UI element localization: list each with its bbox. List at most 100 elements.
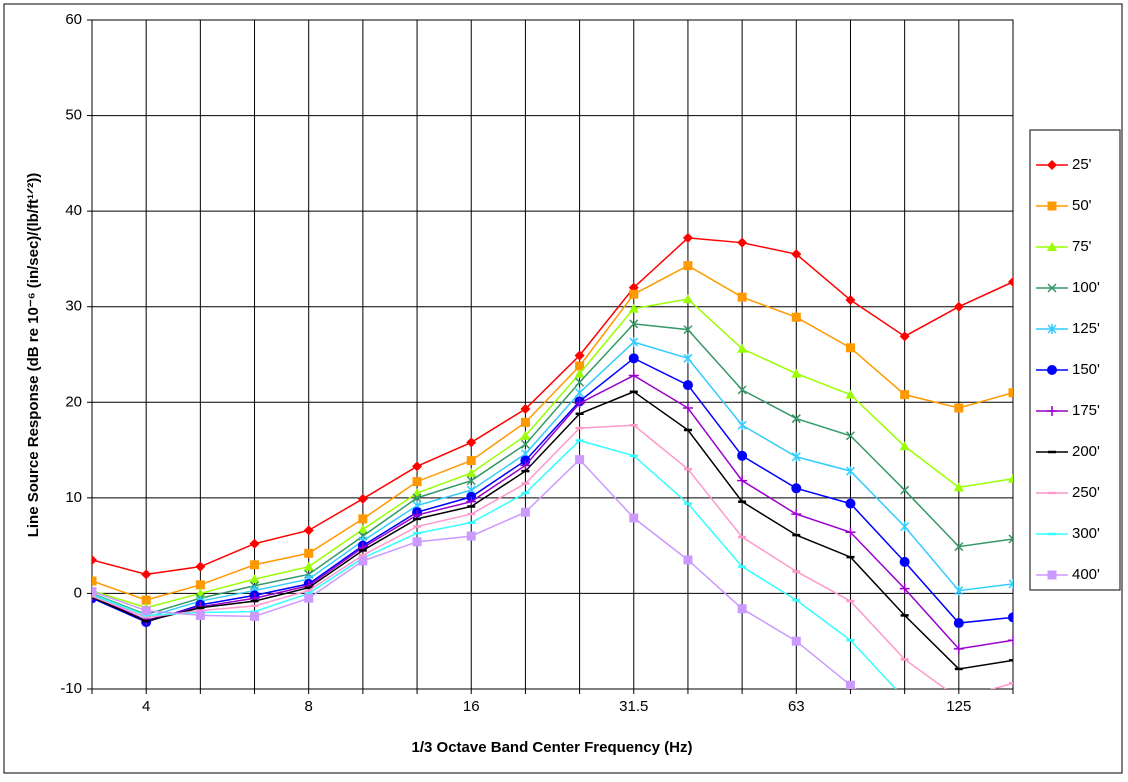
y-tick-label: 50 — [65, 107, 82, 124]
marker — [520, 417, 530, 427]
marker — [249, 574, 260, 584]
marker — [520, 403, 531, 414]
marker — [845, 295, 856, 306]
marker — [845, 389, 856, 399]
x-tick-label: 4 — [142, 698, 150, 715]
marker — [1008, 534, 1013, 544]
marker — [249, 538, 260, 549]
marker — [1008, 635, 1013, 646]
marker — [629, 513, 639, 523]
marker — [629, 289, 639, 299]
marker — [520, 430, 531, 440]
marker — [1008, 612, 1013, 623]
marker — [575, 455, 585, 465]
marker — [682, 232, 693, 243]
marker — [466, 531, 476, 541]
marker — [304, 593, 314, 603]
legend-marker — [1047, 365, 1057, 375]
x-tick-label: 125 — [946, 698, 971, 715]
marker — [466, 468, 477, 478]
legend-label: 300' — [1072, 525, 1100, 542]
marker — [791, 636, 801, 646]
marker — [1008, 276, 1013, 287]
x-tick-label: 63 — [788, 698, 805, 715]
marker — [358, 556, 368, 566]
series-line — [92, 264, 1013, 601]
marker — [141, 569, 152, 580]
series-line — [92, 298, 1013, 609]
marker — [520, 439, 530, 449]
legend-label: 400' — [1072, 566, 1100, 583]
marker — [683, 261, 693, 271]
marker — [737, 237, 748, 248]
marker — [92, 576, 97, 586]
x-axis-title: 1/3 Octave Band Center Frequency (Hz) — [412, 739, 693, 756]
marker — [954, 585, 964, 596]
y-tick-label: 30 — [65, 298, 82, 315]
marker — [954, 542, 964, 552]
legend-marker — [1047, 242, 1057, 251]
marker — [953, 618, 964, 629]
marker — [683, 555, 693, 565]
marker — [195, 610, 205, 620]
marker — [574, 350, 585, 361]
marker — [845, 680, 855, 689]
series-line — [92, 323, 1013, 616]
marker — [900, 390, 910, 400]
legend-label: 25' — [1072, 156, 1092, 173]
marker — [250, 611, 260, 621]
series-line — [92, 424, 1013, 689]
marker — [682, 294, 693, 304]
y-tick-label: 0 — [74, 584, 82, 601]
x-tick-label: 16 — [463, 698, 480, 715]
x-tick-label: 8 — [305, 698, 313, 715]
series-line — [92, 458, 857, 689]
marker — [1008, 388, 1013, 398]
marker — [92, 554, 97, 565]
marker — [899, 556, 910, 567]
legend-label: 150' — [1072, 361, 1100, 378]
marker — [466, 476, 476, 486]
marker — [412, 461, 423, 472]
marker — [791, 312, 801, 322]
marker — [845, 343, 855, 353]
series-line — [92, 237, 1013, 576]
marker — [791, 249, 802, 260]
legend-marker — [1047, 160, 1057, 170]
series-line — [92, 390, 1013, 670]
marker — [682, 403, 693, 414]
marker — [737, 450, 748, 461]
y-tick-label: 40 — [65, 202, 82, 219]
marker — [899, 331, 910, 342]
marker — [303, 525, 314, 536]
legend-label: 50' — [1072, 197, 1092, 214]
marker — [304, 548, 314, 558]
marker — [954, 403, 964, 413]
legend-marker — [1047, 570, 1057, 580]
marker — [629, 319, 639, 329]
marker — [520, 460, 531, 471]
y-tick-label: 20 — [65, 393, 82, 410]
marker — [791, 368, 802, 378]
marker — [1008, 473, 1013, 483]
marker — [92, 587, 97, 597]
series-line — [92, 341, 1013, 619]
marker — [791, 483, 802, 494]
series-group — [92, 232, 1013, 689]
marker — [899, 583, 910, 594]
marker — [358, 514, 368, 524]
legend-label: 100' — [1072, 279, 1100, 296]
marker — [737, 420, 747, 431]
marker — [899, 441, 910, 451]
series-line — [92, 357, 1013, 624]
marker — [412, 493, 422, 503]
marker — [520, 507, 530, 517]
marker — [845, 527, 856, 538]
marker — [628, 303, 639, 313]
marker — [953, 643, 964, 654]
x-tick-label: 31.5 — [619, 698, 648, 715]
marker — [845, 431, 856, 441]
marker — [466, 437, 477, 448]
y-tick-label: -10 — [60, 680, 82, 697]
